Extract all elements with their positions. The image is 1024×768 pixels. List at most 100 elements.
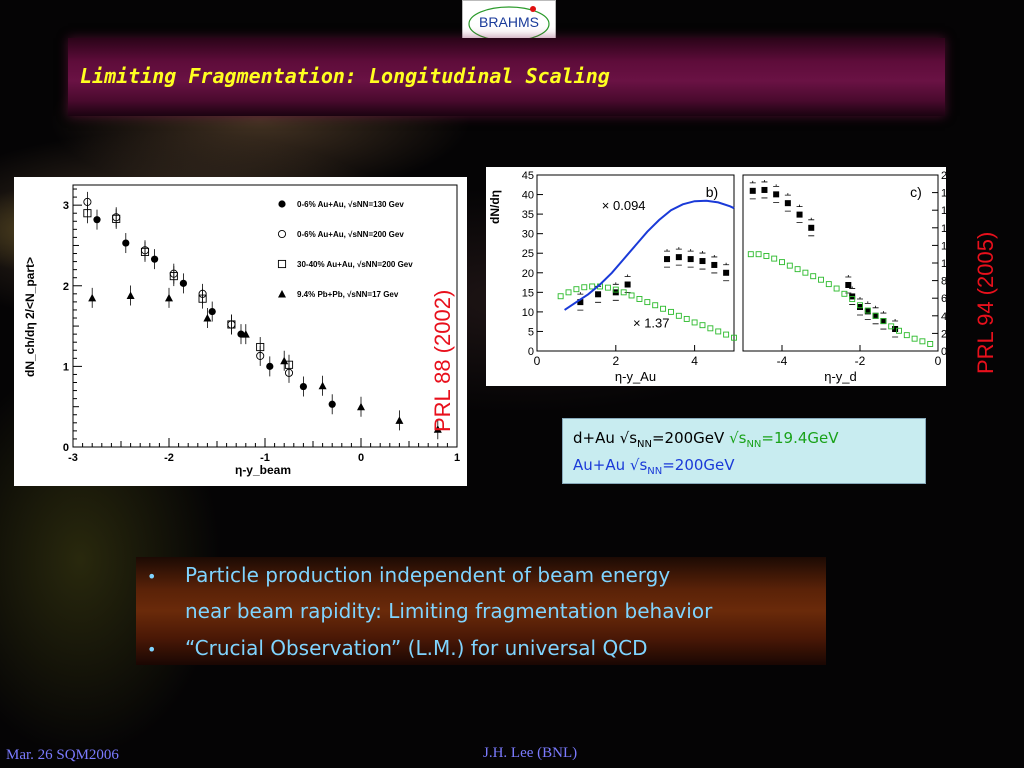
panel-c-data-point bbox=[888, 323, 895, 330]
left-legend-marker bbox=[277, 259, 287, 269]
panel-c-error-bracket bbox=[749, 180, 756, 200]
panel-c-data-point bbox=[749, 187, 756, 194]
panel-c-error-bracket bbox=[857, 297, 863, 316]
panel-c-data-point bbox=[833, 285, 840, 292]
panel-b-data-point bbox=[652, 302, 659, 309]
footer-author: J.H. Lee (BNL) bbox=[483, 745, 578, 761]
bullet-text-1: Particle production independent of beam … bbox=[185, 563, 671, 587]
panel-b-data-point bbox=[660, 305, 667, 312]
footer-date: Mar. 26 SQM2006 bbox=[6, 747, 119, 763]
panel-b-data-point bbox=[699, 258, 706, 265]
panel-b-panel-label: b) bbox=[706, 184, 718, 200]
panel-b-y-tick-label: 5 bbox=[528, 326, 534, 338]
panel-b-error-bracket bbox=[675, 247, 682, 266]
left-data-point bbox=[357, 402, 365, 411]
panel-b-data-point bbox=[628, 292, 635, 299]
left-y-tick-label: 0 bbox=[63, 442, 69, 454]
panel-b-data-point bbox=[557, 293, 564, 300]
panel-b-error-bracket bbox=[723, 262, 730, 282]
panel-b-curve bbox=[564, 199, 735, 311]
panel-c-error-bracket bbox=[761, 179, 768, 199]
panel-c-data-point bbox=[786, 262, 793, 269]
panel-c-error-bracket bbox=[796, 204, 803, 223]
bullet-text-2: near beam rapidity: Limiting fragmentati… bbox=[185, 599, 713, 623]
panel-c-data-point bbox=[903, 332, 910, 339]
left-data-point bbox=[280, 356, 289, 365]
panel-c-data-point bbox=[761, 186, 768, 193]
panel-b-scale-annotation-blue: × 0.094 bbox=[602, 198, 646, 213]
left-data-point bbox=[112, 214, 121, 223]
legend-dau-energy-value: =200GeV bbox=[651, 429, 725, 447]
legend-line-dau: d+Au √sNN=200GeV √sNN=19.4GeV bbox=[573, 429, 839, 450]
left-data-point bbox=[93, 216, 101, 224]
panel-c-data-point bbox=[796, 211, 803, 218]
panel-b-y-tick-label: 30 bbox=[522, 229, 534, 241]
legend-line-auau: Au+Au √sNN=200GeV bbox=[573, 456, 735, 477]
left-reference-label: PRL 88 (2002) bbox=[430, 289, 455, 432]
panel-b-data-point bbox=[636, 296, 643, 302]
panel-b-error-bracket bbox=[699, 251, 706, 270]
panel-c-data-point bbox=[927, 341, 934, 347]
panel-c-data-point bbox=[784, 200, 791, 207]
legend-dau-system: d+Au bbox=[573, 429, 615, 447]
panel-b-x-axis-label: η-y_Au bbox=[615, 369, 656, 384]
left-y-tick-label: 1 bbox=[63, 361, 69, 373]
panel-c-y-tick-label: 2 bbox=[941, 328, 946, 340]
panel-c-error-bracket bbox=[808, 217, 815, 237]
panel-c-data-point bbox=[808, 224, 815, 231]
panel-c-plot-frame bbox=[742, 174, 939, 352]
left-data-point bbox=[203, 314, 212, 322]
panel-b-data-point bbox=[644, 299, 651, 306]
panel-c-y-tick-label: 10 bbox=[941, 258, 946, 270]
panel-b-data-point bbox=[683, 315, 690, 322]
panel-c-x-tick-label: -4 bbox=[777, 354, 788, 368]
panel-c-data-point bbox=[911, 335, 918, 342]
panel-c-y-tick-label: 14 bbox=[941, 223, 946, 235]
legend-dau-energy-sub: NN bbox=[637, 439, 652, 450]
panel-c-data-point bbox=[896, 327, 902, 334]
panel-b-data-point bbox=[595, 291, 602, 298]
panel-b-error-bracket bbox=[711, 254, 718, 274]
left-legend-label: 0-6% Au+Au, √sNN=200 Gev bbox=[297, 230, 404, 239]
legend-auau-energy-value: =200GeV bbox=[662, 456, 735, 474]
panel-b-data-point bbox=[612, 286, 619, 293]
panel-c-data-point bbox=[779, 259, 785, 266]
panel-c-data-point bbox=[919, 338, 926, 345]
panel-b-y-tick-label: 45 bbox=[522, 170, 534, 182]
left-x-tick-label: 0 bbox=[358, 452, 364, 464]
left-x-tick-label: -2 bbox=[164, 452, 174, 464]
left-data-point bbox=[328, 400, 336, 408]
panel-c-y-tick-label: 12 bbox=[941, 240, 946, 252]
left-legend-marker bbox=[277, 229, 287, 239]
panel-c-data-point bbox=[818, 276, 824, 283]
panel-b-data-point bbox=[731, 334, 737, 341]
panel-b-data-point bbox=[573, 286, 580, 293]
panel-c-data-point bbox=[880, 318, 887, 325]
left-chart-svg: -3 -2 -1 0 1 0 1 2 3 0-6% Au+Au, √sNN=130 Gev 0-6%… bbox=[23, 184, 460, 477]
left-x-tick-label: 1 bbox=[454, 452, 460, 464]
panel-c-x-tick-label: -2 bbox=[855, 354, 866, 368]
panel-c-x-axis-label: η-y_d bbox=[824, 369, 857, 384]
panel-c-data-point bbox=[841, 290, 848, 297]
bullet-marker-1: • bbox=[147, 567, 157, 586]
panel-c-error-bracket bbox=[849, 286, 856, 305]
panel-b-data-point bbox=[565, 289, 572, 296]
panel-b-data-point bbox=[707, 325, 714, 332]
legend-auau-energy-sub: NN bbox=[647, 466, 663, 477]
left-legend-marker bbox=[278, 200, 286, 208]
left-y-tick-label: 2 bbox=[63, 281, 69, 293]
left-data-point bbox=[284, 360, 294, 369]
panel-b-data-point bbox=[723, 269, 730, 276]
right-chart: 0 2 4 0 5 10 15 20 25 30 35 40 45 b) η-y_Au -4 -2 0 0 2 4 6 8 1… bbox=[486, 167, 953, 386]
right-reference-label: PRL 94 (2005) bbox=[973, 231, 998, 374]
panel-c-y-tick-label: 18 bbox=[941, 188, 946, 200]
panel-b-data-point bbox=[715, 328, 722, 335]
left-data-point bbox=[126, 291, 135, 299]
panel-c-y-tick-label: 16 bbox=[941, 205, 946, 217]
panel-b-data-point bbox=[691, 319, 698, 326]
left-x-tick-label: -1 bbox=[260, 452, 270, 464]
panel-c-data-point bbox=[864, 308, 871, 315]
left-data-point bbox=[266, 362, 274, 370]
panel-c-data-point bbox=[864, 307, 871, 314]
panel-c-error-bracket bbox=[773, 184, 780, 203]
